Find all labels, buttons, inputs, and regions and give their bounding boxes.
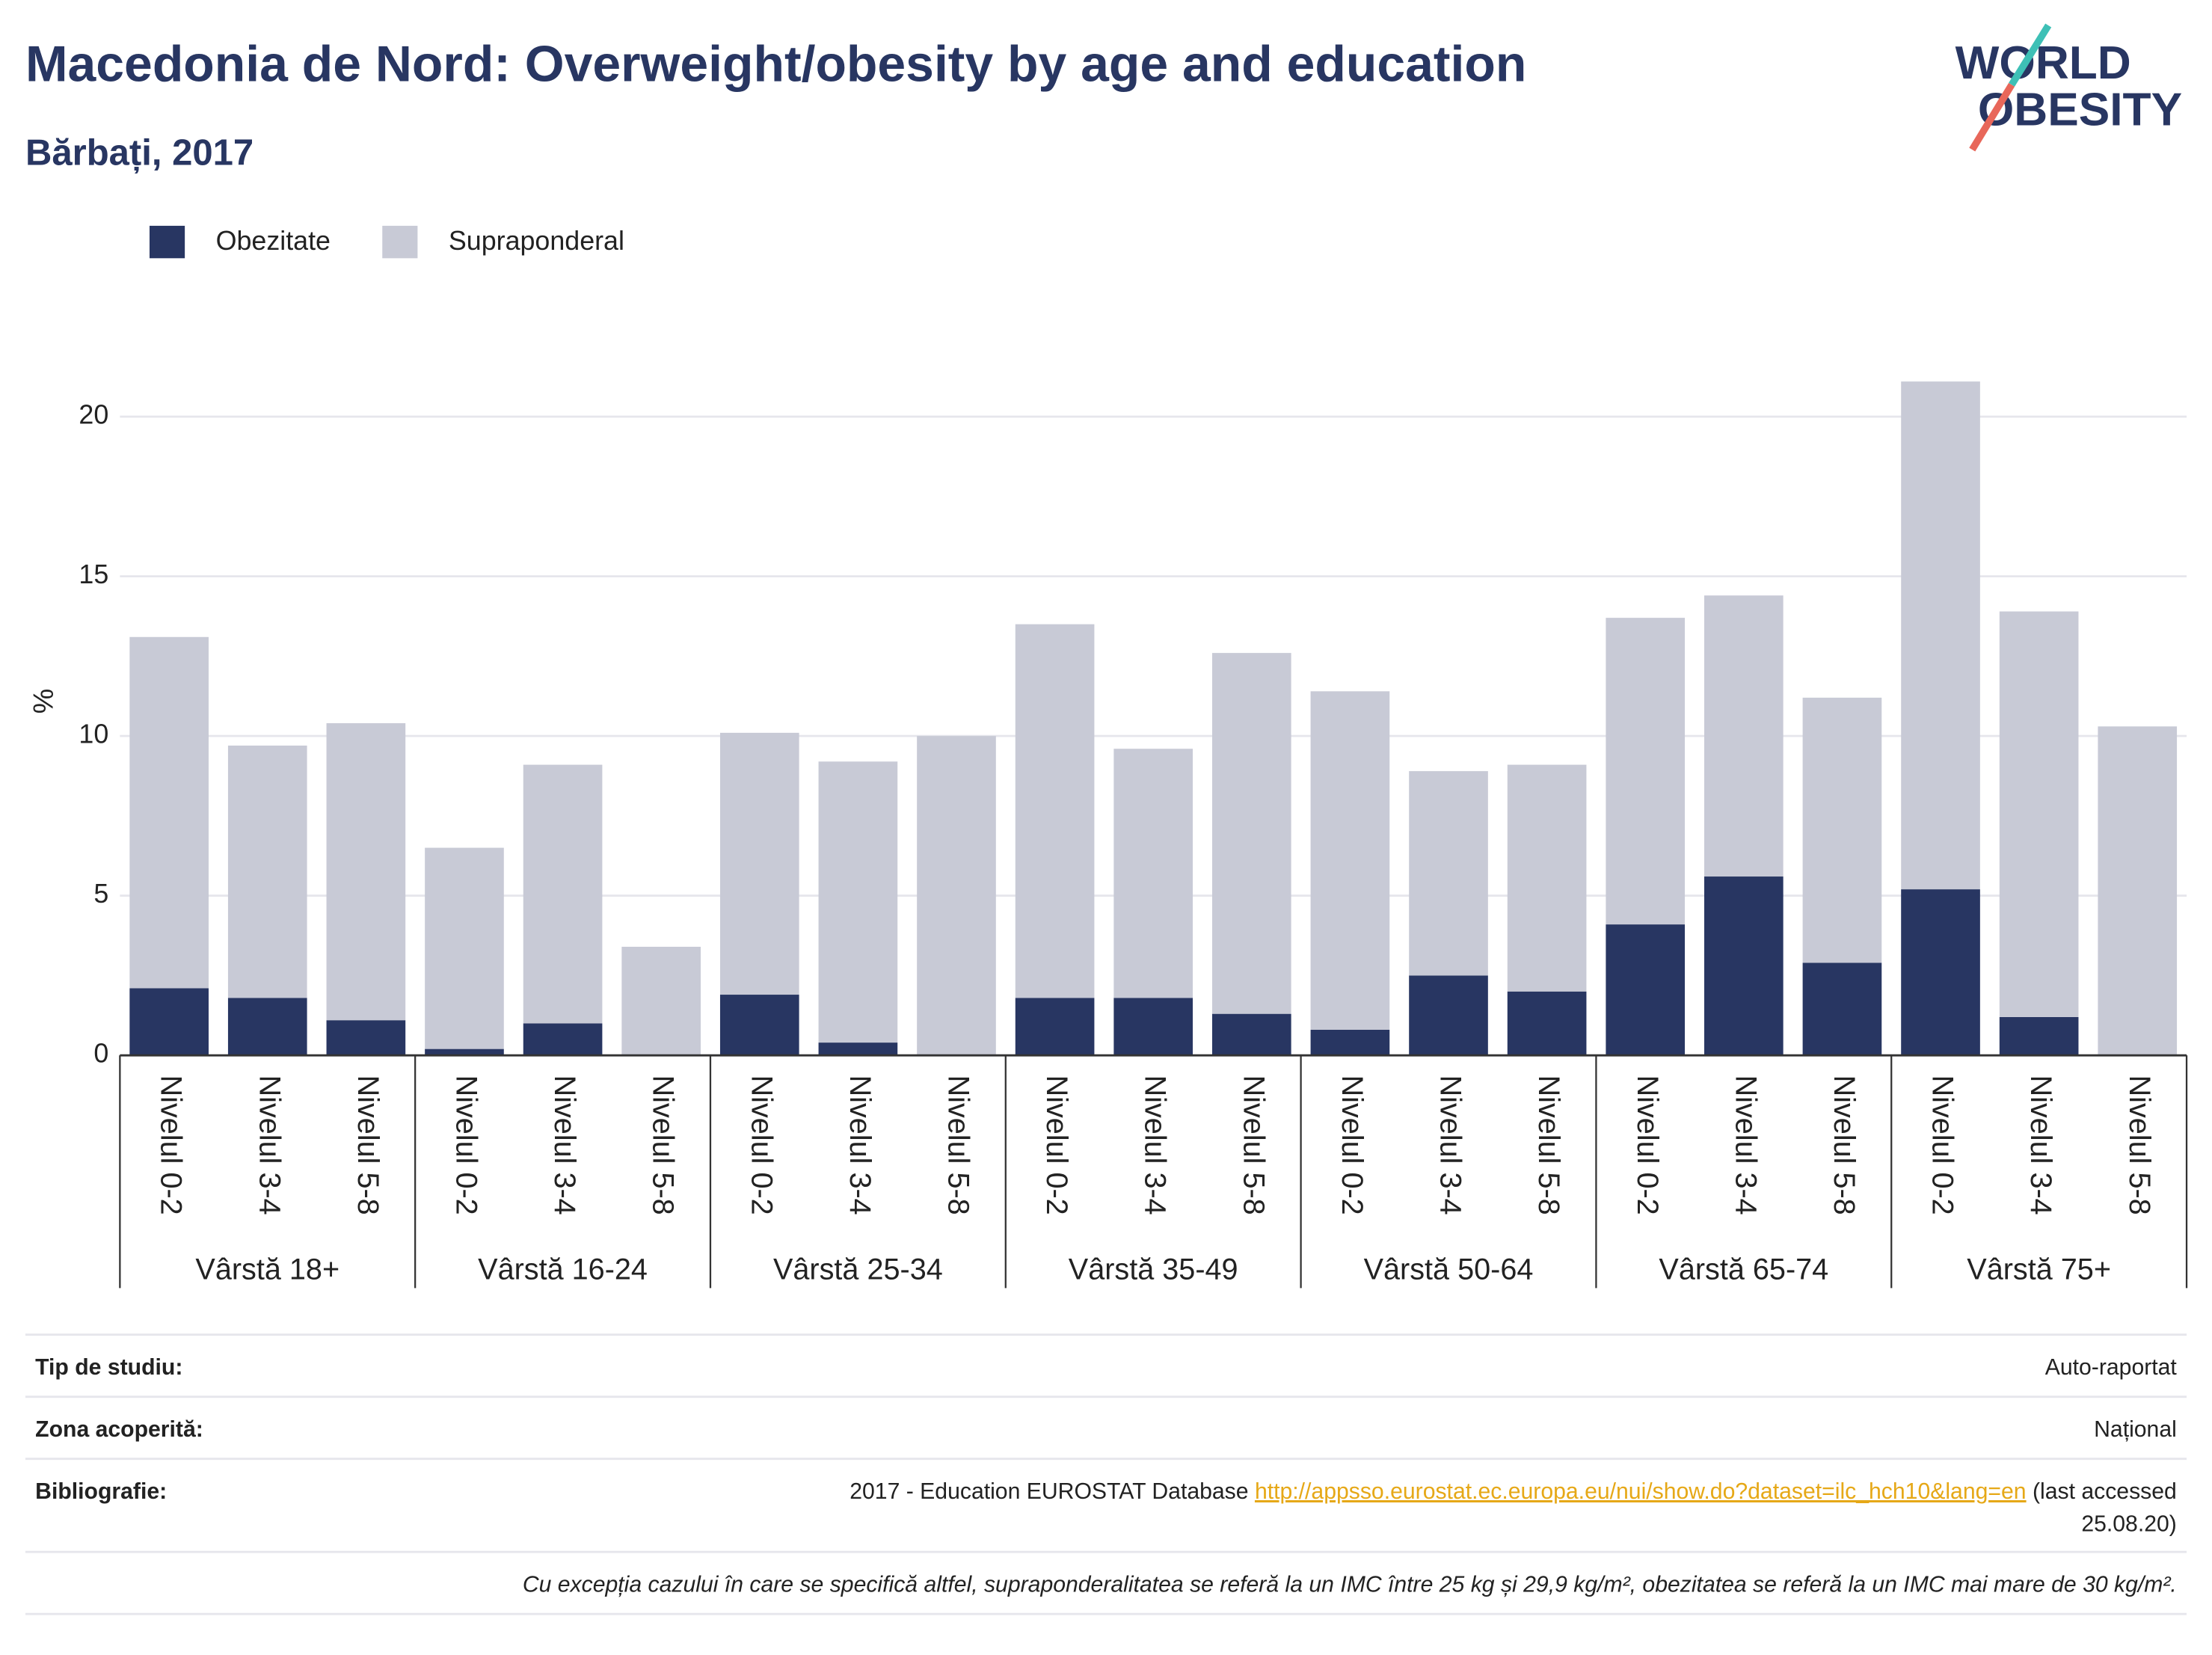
bar-segment (326, 1020, 406, 1056)
row-label: Zona acoperită: (35, 1417, 203, 1442)
bar-segment (1113, 998, 1193, 1056)
x-tick-label: Nivelul 3-4 (1434, 1075, 1467, 1215)
x-tick-label: Nivelul 3-4 (253, 1075, 286, 1215)
x-tick-label: Nivelul 5-8 (942, 1075, 975, 1215)
bar-segment (129, 636, 209, 989)
legend-swatch (149, 225, 185, 259)
row-value: Național (2094, 1417, 2177, 1442)
bar-segment (1606, 924, 1686, 1056)
x-tick-label: Nivelul 3-4 (1139, 1075, 1172, 1215)
group-label: Vârstă 16-24 (478, 1253, 648, 1286)
logo-text: WORLD (1956, 37, 2131, 89)
bar-segment (1211, 1013, 1291, 1056)
group-label: Vârstă 25-34 (773, 1253, 943, 1286)
bar-segment (818, 761, 898, 1043)
logo-slash (2009, 23, 2052, 87)
x-tick-label: Nivelul 3-4 (1729, 1075, 1762, 1215)
y-tick-label: 20 (79, 400, 108, 430)
x-tick-label: Nivelul 3-4 (2024, 1075, 2057, 1215)
logo-text: OBESITY (1978, 84, 2182, 135)
x-tick-label: Nivelul 5-8 (351, 1075, 384, 1215)
x-tick-label: Nivelul 0-2 (1926, 1075, 1959, 1215)
x-tick-label: Nivelul 0-2 (1336, 1075, 1368, 1215)
legend-label: Obezitate (216, 226, 331, 256)
bar-segment (1606, 618, 1686, 925)
x-tick-label: Nivelul 0-2 (745, 1075, 778, 1215)
bar-segment (818, 1043, 898, 1056)
group-label: Vârstă 35-49 (1069, 1253, 1238, 1286)
chart-title: Macedonia de Nord: Overweight/obesity by… (25, 37, 1526, 93)
bar-segment (425, 1048, 504, 1056)
bar-segment (1015, 624, 1095, 998)
y-tick-label: 5 (93, 879, 108, 909)
y-tick-label: 15 (79, 559, 108, 589)
row-label: Bibliografie: (35, 1479, 167, 1504)
footnote: Cu excepția cazului în care se specifică… (523, 1572, 2177, 1597)
bib-suffix: (last accessed (2033, 1479, 2177, 1504)
bib-text: 2017 - Education EUROSTAT Database (850, 1479, 1248, 1504)
bar-segment (523, 1023, 603, 1056)
bar-segment (326, 723, 406, 1021)
y-tick-label: 0 (93, 1039, 108, 1069)
chart-subtitle: Bărbați, 2017 (25, 133, 254, 174)
x-tick-label: Nivelul 0-2 (1631, 1075, 1664, 1215)
bar-segment (1802, 962, 1882, 1056)
bar-segment (719, 732, 799, 995)
x-tick-label: Nivelul 0-2 (1040, 1075, 1073, 1215)
bar-segment (523, 764, 603, 1024)
x-tick-label: Nivelul 0-2 (155, 1075, 188, 1215)
x-tick-label: Nivelul 5-8 (1532, 1075, 1565, 1215)
bar-segment (1901, 889, 1980, 1056)
group-label: Vârstă 50-64 (1364, 1253, 1534, 1286)
y-axis-label: % (27, 689, 58, 714)
x-tick-label: Nivelul 0-2 (449, 1075, 482, 1215)
legend-label: Supraponderal (449, 226, 624, 256)
logo: WORLD OBESITY (1956, 23, 2182, 152)
group-label: Vârstă 18+ (195, 1253, 340, 1286)
bar-segment (1211, 653, 1291, 1014)
group-label: Vârstă 65-74 (1659, 1253, 1828, 1286)
x-tick-label: Nivelul 3-4 (548, 1075, 581, 1215)
bar-segment (1507, 764, 1587, 992)
x-tick-label: Nivelul 3-4 (844, 1075, 876, 1215)
bar-segment (1113, 749, 1193, 998)
bar-segment (1507, 991, 1587, 1056)
bar-segment (1310, 1030, 1390, 1056)
bar-segment (227, 998, 307, 1056)
bib-link[interactable]: http://appsso.eurostat.ec.europa.eu/nui/… (1255, 1479, 2027, 1504)
row-label: Tip de studiu: (35, 1355, 182, 1380)
x-tick-label: Nivelul 5-8 (1237, 1075, 1270, 1215)
row-value: Auto-raportat (2045, 1355, 2178, 1380)
bar-segment (1802, 697, 1882, 963)
bar-segment (719, 995, 799, 1056)
bar-segment (1704, 876, 1784, 1056)
logo-slash (1969, 82, 2015, 152)
row-value: 2017 - Education EUROSTAT Database http:… (850, 1479, 2177, 1504)
bar-segment (1704, 595, 1784, 877)
x-tick-label: Nivelul 5-8 (2123, 1075, 2156, 1215)
x-tick-label: Nivelul 5-8 (647, 1075, 680, 1215)
bar-segment (2098, 726, 2178, 1056)
x-tick-label: Nivelul 5-8 (1828, 1075, 1861, 1215)
bar-segment (1999, 1016, 2079, 1056)
bar-segment (621, 946, 701, 1056)
bar-segment (1409, 975, 1488, 1056)
bar-segment (917, 736, 996, 1056)
group-label: Vârstă 75+ (1967, 1253, 2111, 1286)
bar-segment (1409, 771, 1488, 976)
bar-segment (1901, 381, 1980, 890)
bar-segment (1015, 998, 1095, 1056)
y-tick-label: 10 (79, 719, 108, 749)
bar-segment (129, 988, 209, 1056)
bib-suffix: 25.08.20) (2081, 1511, 2176, 1536)
bar-segment (227, 745, 307, 998)
bar-segment (1999, 611, 2079, 1017)
bar-segment (425, 847, 504, 1049)
legend-swatch (382, 225, 418, 259)
bar-segment (1310, 691, 1390, 1031)
